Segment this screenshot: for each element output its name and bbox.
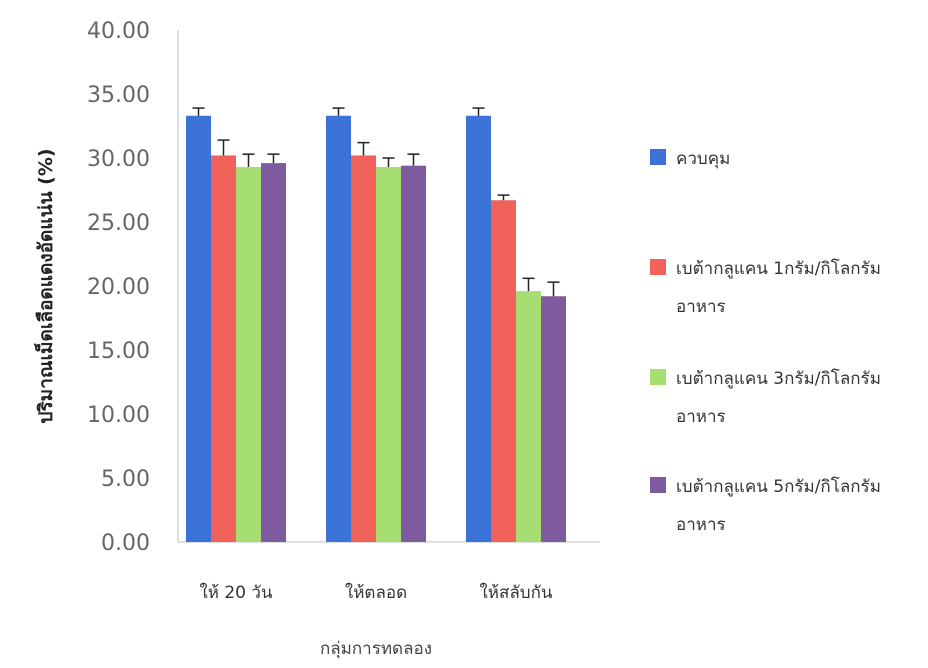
bar bbox=[376, 166, 401, 542]
x-tick-label: ให้ 20 วัน bbox=[199, 582, 272, 603]
y-tick-label: 0.00 bbox=[101, 531, 150, 556]
bar bbox=[186, 115, 211, 542]
y-tick-label: 15.00 bbox=[87, 339, 150, 364]
bar bbox=[261, 163, 286, 542]
legend-swatch bbox=[650, 477, 666, 493]
y-tick-label: 35.00 bbox=[87, 83, 150, 108]
bar bbox=[491, 200, 516, 543]
y-tick-label: 30.00 bbox=[87, 147, 150, 172]
bar bbox=[211, 155, 236, 542]
x-axis-title: กลุ่มการทดลอง bbox=[320, 639, 432, 659]
bar bbox=[401, 165, 426, 542]
y-tick-label: 25.00 bbox=[87, 211, 150, 236]
legend-swatch bbox=[650, 149, 666, 165]
bar bbox=[236, 166, 261, 542]
bar bbox=[516, 291, 541, 542]
y-tick-label: 40.00 bbox=[87, 19, 150, 44]
legend-label: เบต้ากลูแคน 1กรัม/กิโลกรัม bbox=[676, 258, 881, 279]
legend-label-line2: อาหาร bbox=[676, 297, 726, 317]
bar bbox=[541, 296, 566, 542]
y-tick-label: 10.00 bbox=[87, 403, 150, 428]
x-tick-label: ให้ตลอด bbox=[345, 582, 407, 603]
bar bbox=[351, 155, 376, 542]
legend-label: ควบคุม bbox=[676, 149, 730, 169]
y-tick-label: 20.00 bbox=[87, 275, 150, 300]
bar bbox=[326, 115, 351, 542]
x-tick-label: ให้สลับกัน bbox=[479, 582, 552, 603]
legend-swatch bbox=[650, 369, 666, 385]
y-axis-title: ปริมาณเม็ดเลือดแดงอัดแน่น (%) bbox=[33, 148, 57, 423]
y-tick-label: 5.00 bbox=[101, 467, 150, 492]
legend-label: เบต้ากลูแคน 3กรัม/กิโลกรัม bbox=[676, 368, 881, 389]
legend-label: เบต้ากลูแคน 5กรัม/กิโลกรัม bbox=[676, 476, 881, 497]
legend-swatch bbox=[650, 259, 666, 275]
legend-label-line2: อาหาร bbox=[676, 515, 726, 535]
bar bbox=[466, 115, 491, 542]
legend-label-line2: อาหาร bbox=[676, 407, 726, 427]
